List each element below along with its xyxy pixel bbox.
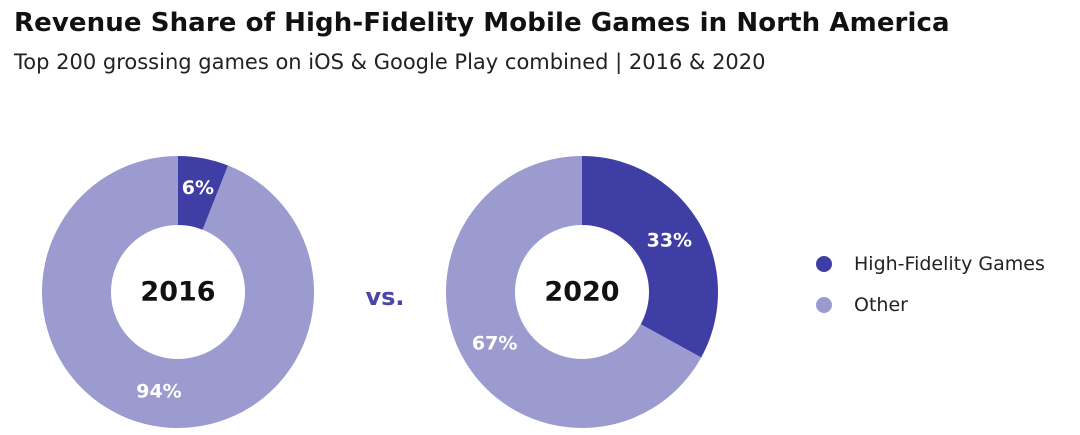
slice-label-other-2016: 94% xyxy=(136,381,181,403)
legend-label-high-fidelity-games: High-Fidelity Games xyxy=(854,253,1045,275)
slice-other-2020 xyxy=(446,155,702,428)
donut-2016: 6% 94% 2016 xyxy=(41,156,315,428)
chart-title: Revenue Share of High-Fidelity Mobile Ga… xyxy=(14,8,950,38)
donut-2020: 33% 67% 2020 xyxy=(446,155,719,428)
legend-label-other: Other xyxy=(854,294,908,316)
legend: High-Fidelity Games Other xyxy=(816,253,1045,316)
center-label-2016: 2016 xyxy=(140,277,215,308)
center-label-2020: 2020 xyxy=(544,277,619,308)
slice-label-high-fidelity-games-2020: 33% xyxy=(647,229,692,251)
vs-label: vs. xyxy=(365,283,404,311)
slice-label-other-2020: 67% xyxy=(472,333,517,355)
legend-marker-other xyxy=(816,297,832,313)
slice-other-2016 xyxy=(41,156,315,428)
chart-subtitle: Top 200 grossing games on iOS & Google P… xyxy=(14,50,766,74)
slice-label-high-fidelity-games-2016: 6% xyxy=(182,177,214,199)
legend-marker-high-fidelity-games xyxy=(816,256,832,272)
slice-high-fidelity-games-2016 xyxy=(178,156,229,230)
slice-high-fidelity-games-2020 xyxy=(582,155,719,358)
